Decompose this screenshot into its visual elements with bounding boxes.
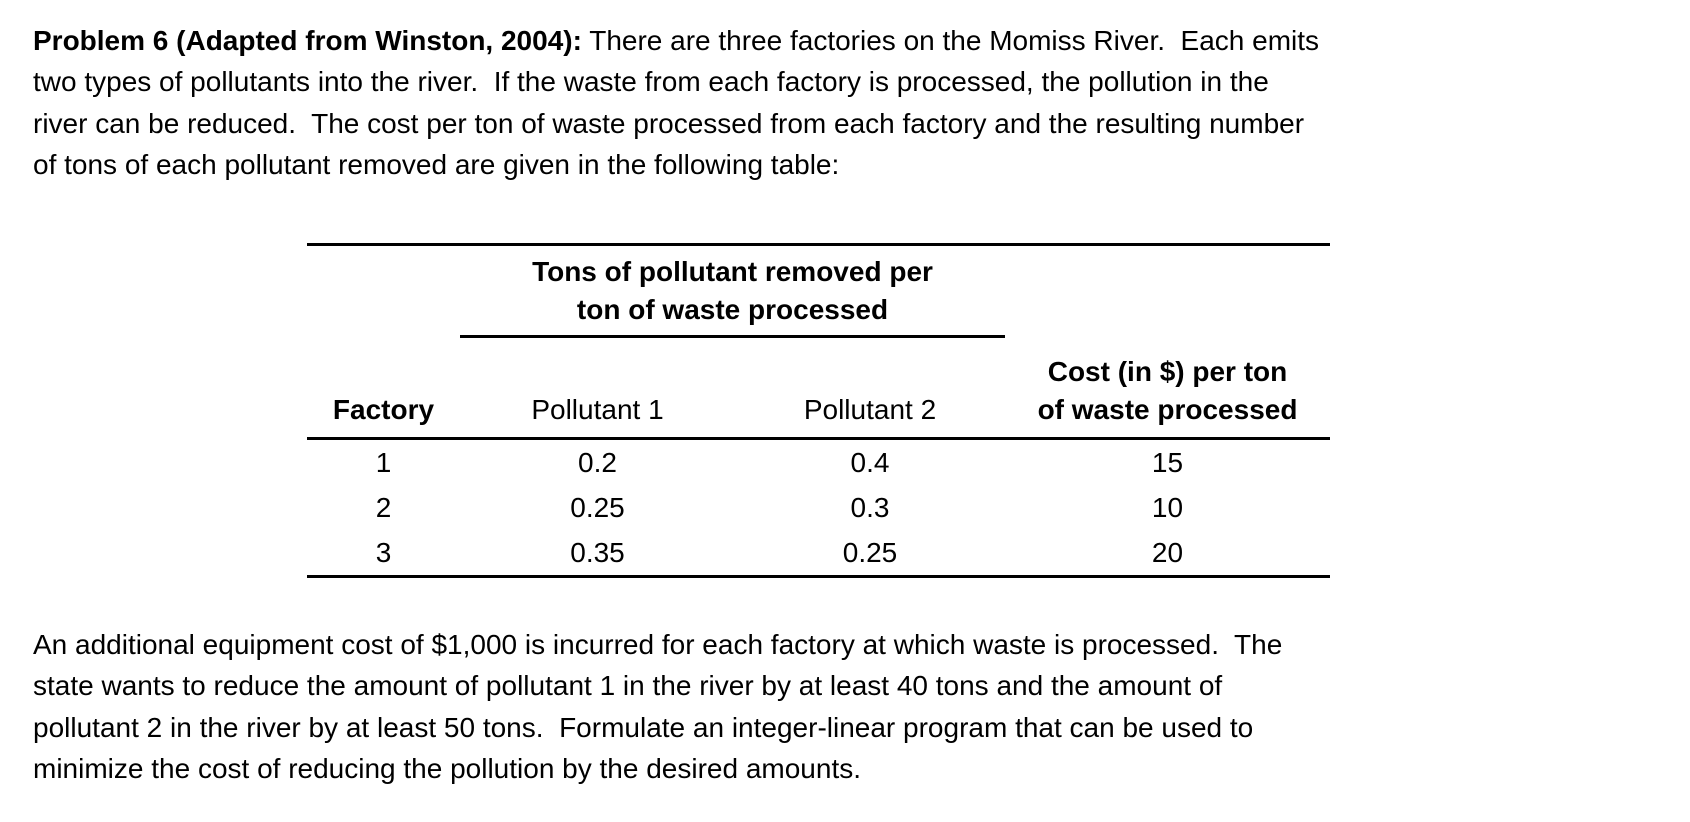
span-header-spacer-right [1005, 245, 1330, 337]
cell-pollutant1: 0.35 [570, 536, 625, 568]
col-header-pollutant2: Pollutant 2 [735, 336, 1005, 440]
cell-pollutant2: 0.4 [850, 446, 890, 478]
pollutant-table: Tons of pollutant removed per ton of was… [307, 243, 1330, 578]
intro-text: There are three factories on the Momiss … [33, 25, 1320, 181]
cell-cost: 20 [1151, 536, 1184, 568]
cell-factory: 3 [375, 536, 392, 568]
problem-label: Problem 6 (Adapted from Winston, 2004): [33, 25, 582, 56]
col-header-pollutant1: Pollutant 1 [460, 336, 735, 440]
intro-paragraph: Problem 6 (Adapted from Winston, 2004): … [33, 20, 1319, 186]
cell-pollutant2: 0.3 [850, 491, 890, 523]
col-header-cost: Cost (in $) per ton of waste processed [1005, 336, 1330, 440]
cell-pollutant1: 0.2 [578, 446, 617, 478]
table-row: 3 0.35 0.25 20 [307, 530, 1330, 577]
cell-cost: 10 [1151, 491, 1184, 523]
span-header-row: Tons of pollutant removed per ton of was… [307, 244, 1330, 338]
cell-pollutant1: 0.25 [570, 491, 625, 523]
cell-factory: 1 [375, 446, 392, 478]
cell-cost: 15 [1151, 446, 1184, 478]
col-header-factory: Factory [307, 336, 460, 440]
column-header-row: Factory Pollutant 1 Pollutant 2 Cost (in… [307, 336, 1330, 440]
cell-pollutant2: 0.25 [842, 536, 898, 568]
span-header-spacer-left [307, 245, 460, 337]
table-row: 2 0.25 0.3 10 [307, 485, 1330, 530]
span-header: Tons of pollutant removed per ton of was… [460, 244, 1005, 338]
cell-factory: 2 [375, 491, 392, 523]
closing-paragraph: An additional equipment cost of $1,000 i… [33, 629, 1283, 785]
table-row: 1 0.2 0.4 15 [307, 439, 1330, 486]
